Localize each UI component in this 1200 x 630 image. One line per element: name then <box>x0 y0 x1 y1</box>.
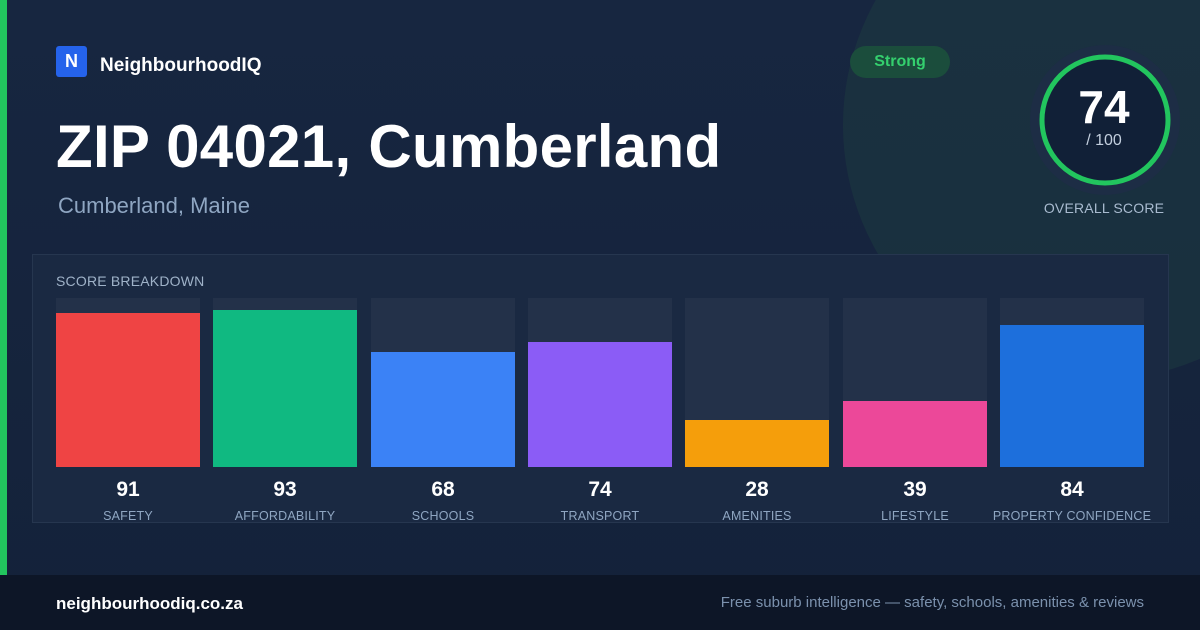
bar-track <box>685 298 829 467</box>
bar-value: 93 <box>273 478 297 501</box>
footer-url: neighbourhoodiq.co.za <box>56 594 243 613</box>
bar-label: PROPERTY CONFIDENCE <box>992 509 1152 523</box>
score-breakdown-panel: SCORE BREAKDOWN 91 SAFETY 93 AFFORDABILITY 6… <box>32 254 1169 523</box>
status-badge: Strong <box>850 46 950 78</box>
brand: N NeighbourhoodIQ <box>56 46 261 77</box>
page-subtitle: Cumberland, Maine <box>58 193 250 218</box>
bar-value: 68 <box>431 478 455 501</box>
breakdown-title: SCORE BREAKDOWN <box>56 273 205 289</box>
bar-value: 39 <box>903 478 927 501</box>
bar-value: 28 <box>745 478 769 501</box>
bar-track <box>213 298 357 467</box>
accent-bar <box>0 0 7 575</box>
bar-value: 91 <box>116 478 140 501</box>
bar-fill <box>213 309 357 467</box>
breakdown-bar-transport: 74 TRANSPORT <box>528 298 672 523</box>
footer-tagline: Free suburb intelligence — safety, schoo… <box>720 594 1144 611</box>
bar-track <box>528 298 672 467</box>
bar-label: AFFORDABILITY <box>234 509 336 523</box>
footer: neighbourhoodiq.co.za Free suburb intell… <box>0 575 1200 630</box>
bar-value: 84 <box>1060 478 1084 501</box>
breakdown-bar-property-confidence: 84 PROPERTY CONFIDENCE <box>993 298 1151 523</box>
overall-score-value: 74 <box>1078 81 1130 133</box>
score-ring-track <box>1039 54 1171 186</box>
bar-track <box>843 298 987 467</box>
bar-label: LIFESTYLE <box>881 509 949 523</box>
bar-value: 74 <box>588 478 612 501</box>
breakdown-bars: 91 SAFETY 93 AFFORDABILITY 68 SCHOOLS 74 TRANSP… <box>33 255 1168 523</box>
bar-fill <box>528 341 672 467</box>
bar-label: AMENITIES <box>722 509 792 523</box>
brand-logo-icon: N <box>56 46 87 77</box>
brand-name: NeighbourhoodIQ <box>100 54 262 76</box>
bar-track <box>56 298 200 467</box>
bar-fill <box>1000 325 1144 467</box>
breakdown-bar-lifestyle: 39 LIFESTYLE <box>843 298 987 523</box>
breakdown-bar-affordability: 93 AFFORDABILITY <box>213 298 357 523</box>
bar-track <box>371 298 515 467</box>
bar-fill <box>843 401 987 467</box>
breakdown-bar-schools: 68 SCHOOLS <box>371 298 515 523</box>
bar-label: TRANSPORT <box>560 509 640 523</box>
bar-label: SAFETY <box>103 509 153 523</box>
page-title: ZIP 04021, Cumberland <box>56 113 722 180</box>
bar-fill <box>685 419 829 467</box>
overall-score-max: / 100 <box>1086 132 1122 149</box>
bar-fill <box>56 313 200 467</box>
bar-label: SCHOOLS <box>411 509 475 523</box>
overall-score-caption: OVERALL SCORE <box>1043 200 1165 216</box>
bar-fill <box>371 352 515 467</box>
breakdown-bar-safety: 91 SAFETY <box>56 298 200 523</box>
bar-track <box>1000 298 1144 467</box>
breakdown-bar-amenities: 28 AMENITIES <box>685 298 829 523</box>
overall-score-ring <box>1030 45 1180 195</box>
